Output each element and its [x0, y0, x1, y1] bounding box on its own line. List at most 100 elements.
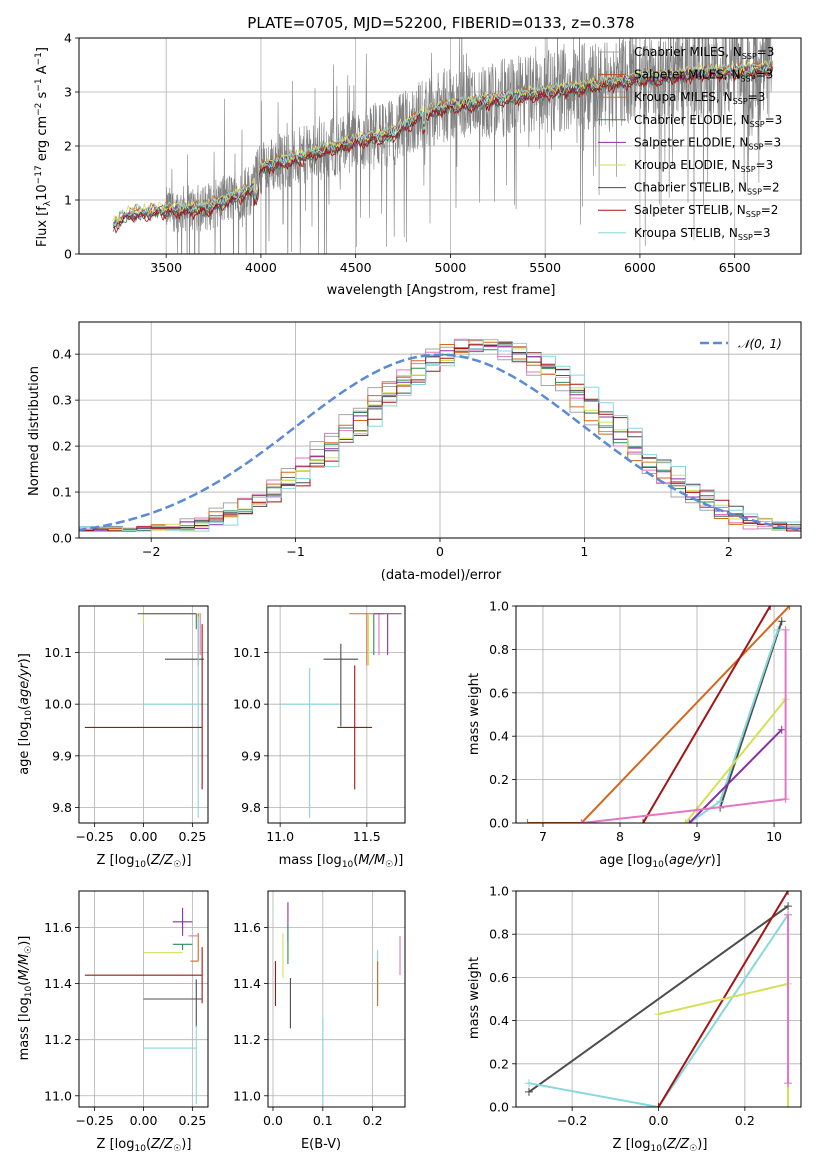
legend-entry-label: 𝒩(0, 1)	[738, 337, 782, 351]
spectrum-xtick-label: 6500	[719, 260, 751, 275]
spectrum-ytick-label: 1	[64, 193, 72, 208]
cumulative_Z-ytick-label: 1.0	[489, 884, 509, 899]
cumulative_age-ytick-label: 0.8	[489, 642, 509, 657]
residual_hist-ytick-label: 0.2	[52, 439, 72, 454]
cumulative_age-ytick-label: 0.2	[489, 772, 509, 787]
legend-entry-label: Kroupa MILES, NSSP=3	[634, 90, 765, 106]
figure-title: PLATE=0705, MJD=52200, FIBERID=0133, z=0…	[247, 14, 634, 32]
cumZ-xlabel: Z [log10(Z/Z☉)]	[613, 1137, 708, 1154]
model-spectrum-line-kroupa-stelib	[112, 60, 773, 227]
cumulative_age-xtick-label: 9	[693, 829, 701, 844]
mass-weight-marker	[685, 819, 694, 823]
age_vs_Z-ytick-label: 10.1	[44, 645, 72, 660]
normal-distribution-curve	[79, 353, 801, 532]
mass_vs_Z-xtick-label: 0.00	[130, 1113, 158, 1128]
age_vs_mass-ytick-label: 10.0	[233, 697, 261, 712]
mass-weight-marker	[524, 1079, 533, 1088]
hist-legend: 𝒩(0, 1)	[700, 337, 782, 351]
mass-weight-marker	[785, 606, 794, 610]
spectrum-xtick-label: 5500	[529, 260, 561, 275]
age_vs_mass-xtick-label: 11.5	[353, 829, 381, 844]
spectrum-xtick-label: 6000	[624, 260, 656, 275]
spectrum-legend: Chabrier MILES, NSSP=3 Salpeter MILES, NS…	[598, 45, 782, 242]
mass-weight-marker	[784, 910, 793, 919]
mass_vs_Z-xtick-label: 0.25	[178, 1113, 206, 1128]
age_vs_Z-ytick-label: 9.8	[52, 800, 72, 815]
spectrum-ytick-label: 4	[64, 31, 72, 46]
spectrum-xtick-label: 5000	[435, 260, 467, 275]
mass_vs_Z-ytick-label: 11.4	[44, 976, 72, 991]
mass-weight-marker	[654, 1010, 663, 1019]
mass-weight-marker	[784, 1079, 793, 1088]
cumulative_Z-xtick-label: 0.0	[649, 1113, 669, 1128]
cumulative_age-ytick-label: 1.0	[489, 599, 509, 614]
cumulative_age-ytick-label: 0.4	[489, 729, 509, 744]
age_vs_Z-ytick-label: 10.0	[44, 697, 72, 712]
mass_vs_ebv-xtick-label: 0.2	[363, 1113, 383, 1128]
mass_vs_ebv-ytick-label: 11.2	[233, 1032, 261, 1047]
mass-weight-marker	[524, 1087, 533, 1096]
axes-frame	[515, 890, 802, 1108]
mass-weight-line-kroupa-elodie	[658, 982, 789, 1107]
mass-weight-marker	[777, 725, 786, 734]
mass_vs_ebv-xtick-label: 0.0	[263, 1113, 283, 1128]
mass-weight-marker	[523, 819, 532, 823]
mass_vs_ebv-ytick-label: 11.4	[233, 976, 261, 991]
axes-frame	[78, 890, 209, 1108]
mass-weight-marker	[681, 819, 690, 823]
residual_hist-xtick-label: 1	[580, 544, 588, 559]
cumulative_Z-ytick-label: 0.2	[489, 1056, 509, 1071]
mass_vs_ebv-plot-area	[274, 902, 401, 1107]
mass-weight-vs-age-panel: age [log10(age/yr)] mass weight 7 8 9 10 0.0…	[467, 599, 802, 870]
mass-weight-vs-metallicity-panel: Z [log10(Z/Z☉)] mass weight −0.2 0.0 0.2 0.…	[467, 884, 802, 1154]
mass_vs_Z-ytick-label: 11.2	[44, 1032, 72, 1047]
model-spectrum-line-salpeter-stelib	[112, 66, 773, 234]
spectrum-ytick-label: 0	[64, 247, 72, 262]
mass-weight-marker	[784, 1103, 793, 1107]
mass-weight-marker	[577, 819, 586, 823]
mass-weight-marker	[784, 902, 793, 911]
model-spectrum-line-chabrier-stelib	[112, 65, 773, 228]
mass-weight-marker	[766, 606, 775, 610]
residual_hist-ytick-label: 0.1	[52, 485, 72, 500]
mass_vs_ebv-xtick-label: 0.1	[313, 1113, 333, 1128]
age_vs_mass-ytick-label: 9.9	[241, 748, 261, 763]
ageZ-ylabel: age [log10(age/yr)]	[17, 653, 34, 775]
ageM-xlabel: mass [log10(M/M☉)]	[279, 853, 404, 870]
axes-frame	[267, 605, 406, 824]
cumulative_age-plot-area	[523, 606, 794, 823]
massE-xlabel: E(B-V)	[301, 1137, 341, 1152]
mass_vs_Z-ytick-label: 11.0	[44, 1088, 72, 1103]
spectrum-ytick-label: 3	[64, 85, 72, 100]
cumZ-ylabel: mass weight	[467, 957, 482, 1039]
mass_vs_Z-xtick-label: −0.25	[75, 1113, 113, 1128]
mass-weight-marker	[781, 795, 790, 804]
cumulative_Z-ytick-label: 0.8	[489, 927, 509, 942]
cumAge-xlabel: age [log10(age/yr)]	[599, 853, 721, 870]
age_vs_Z-xtick-label: 0.00	[130, 829, 158, 844]
cumulative_Z-ytick-label: 0.6	[489, 970, 509, 985]
mass-weight-line-salpeter-elodie	[688, 728, 783, 823]
model-spectrum-line-kroupa-elodie	[112, 59, 773, 224]
mass-weight-marker	[654, 1103, 663, 1107]
cumulative_Z-plot-area	[524, 891, 793, 1107]
age_vs_Z-plot-area	[84, 613, 205, 818]
mass-weight-line-kroupa-elodie	[684, 698, 787, 823]
mass_vs_ebv-ytick-label: 11.0	[233, 1088, 261, 1103]
mass-vs-metallicity-panel: Z [log10(Z/Z☉)] mass [log10(M/M☉)] −0.25…	[17, 890, 209, 1154]
hist-ylabel: Normed distribution	[27, 366, 42, 496]
legend-entry-label: Chabrier STELIB, NSSP=2	[634, 181, 780, 197]
axes-frame	[78, 321, 802, 539]
age_vs_mass-xtick-label: 11.0	[266, 829, 294, 844]
spectrum-panel: wavelength [Angstrom, rest frame] Flux […	[34, 31, 802, 298]
age_vs_Z-xtick-label: −0.25	[75, 829, 113, 844]
residual-histogram-kroupa-stelib	[79, 339, 801, 532]
mass_vs_Z-ytick-label: 11.6	[44, 920, 72, 935]
mass-weight-marker	[773, 625, 782, 634]
mass-weight-marker	[716, 797, 725, 806]
residual-histogram-salpeter-stelib	[79, 342, 801, 532]
mass-weight-line-salpeter-miles_hist	[581, 629, 787, 823]
mass-weight-marker	[777, 617, 786, 626]
mass-weight-line-kroupa-miles	[527, 606, 791, 823]
mass_vs_Z-plot-area	[84, 907, 203, 1105]
